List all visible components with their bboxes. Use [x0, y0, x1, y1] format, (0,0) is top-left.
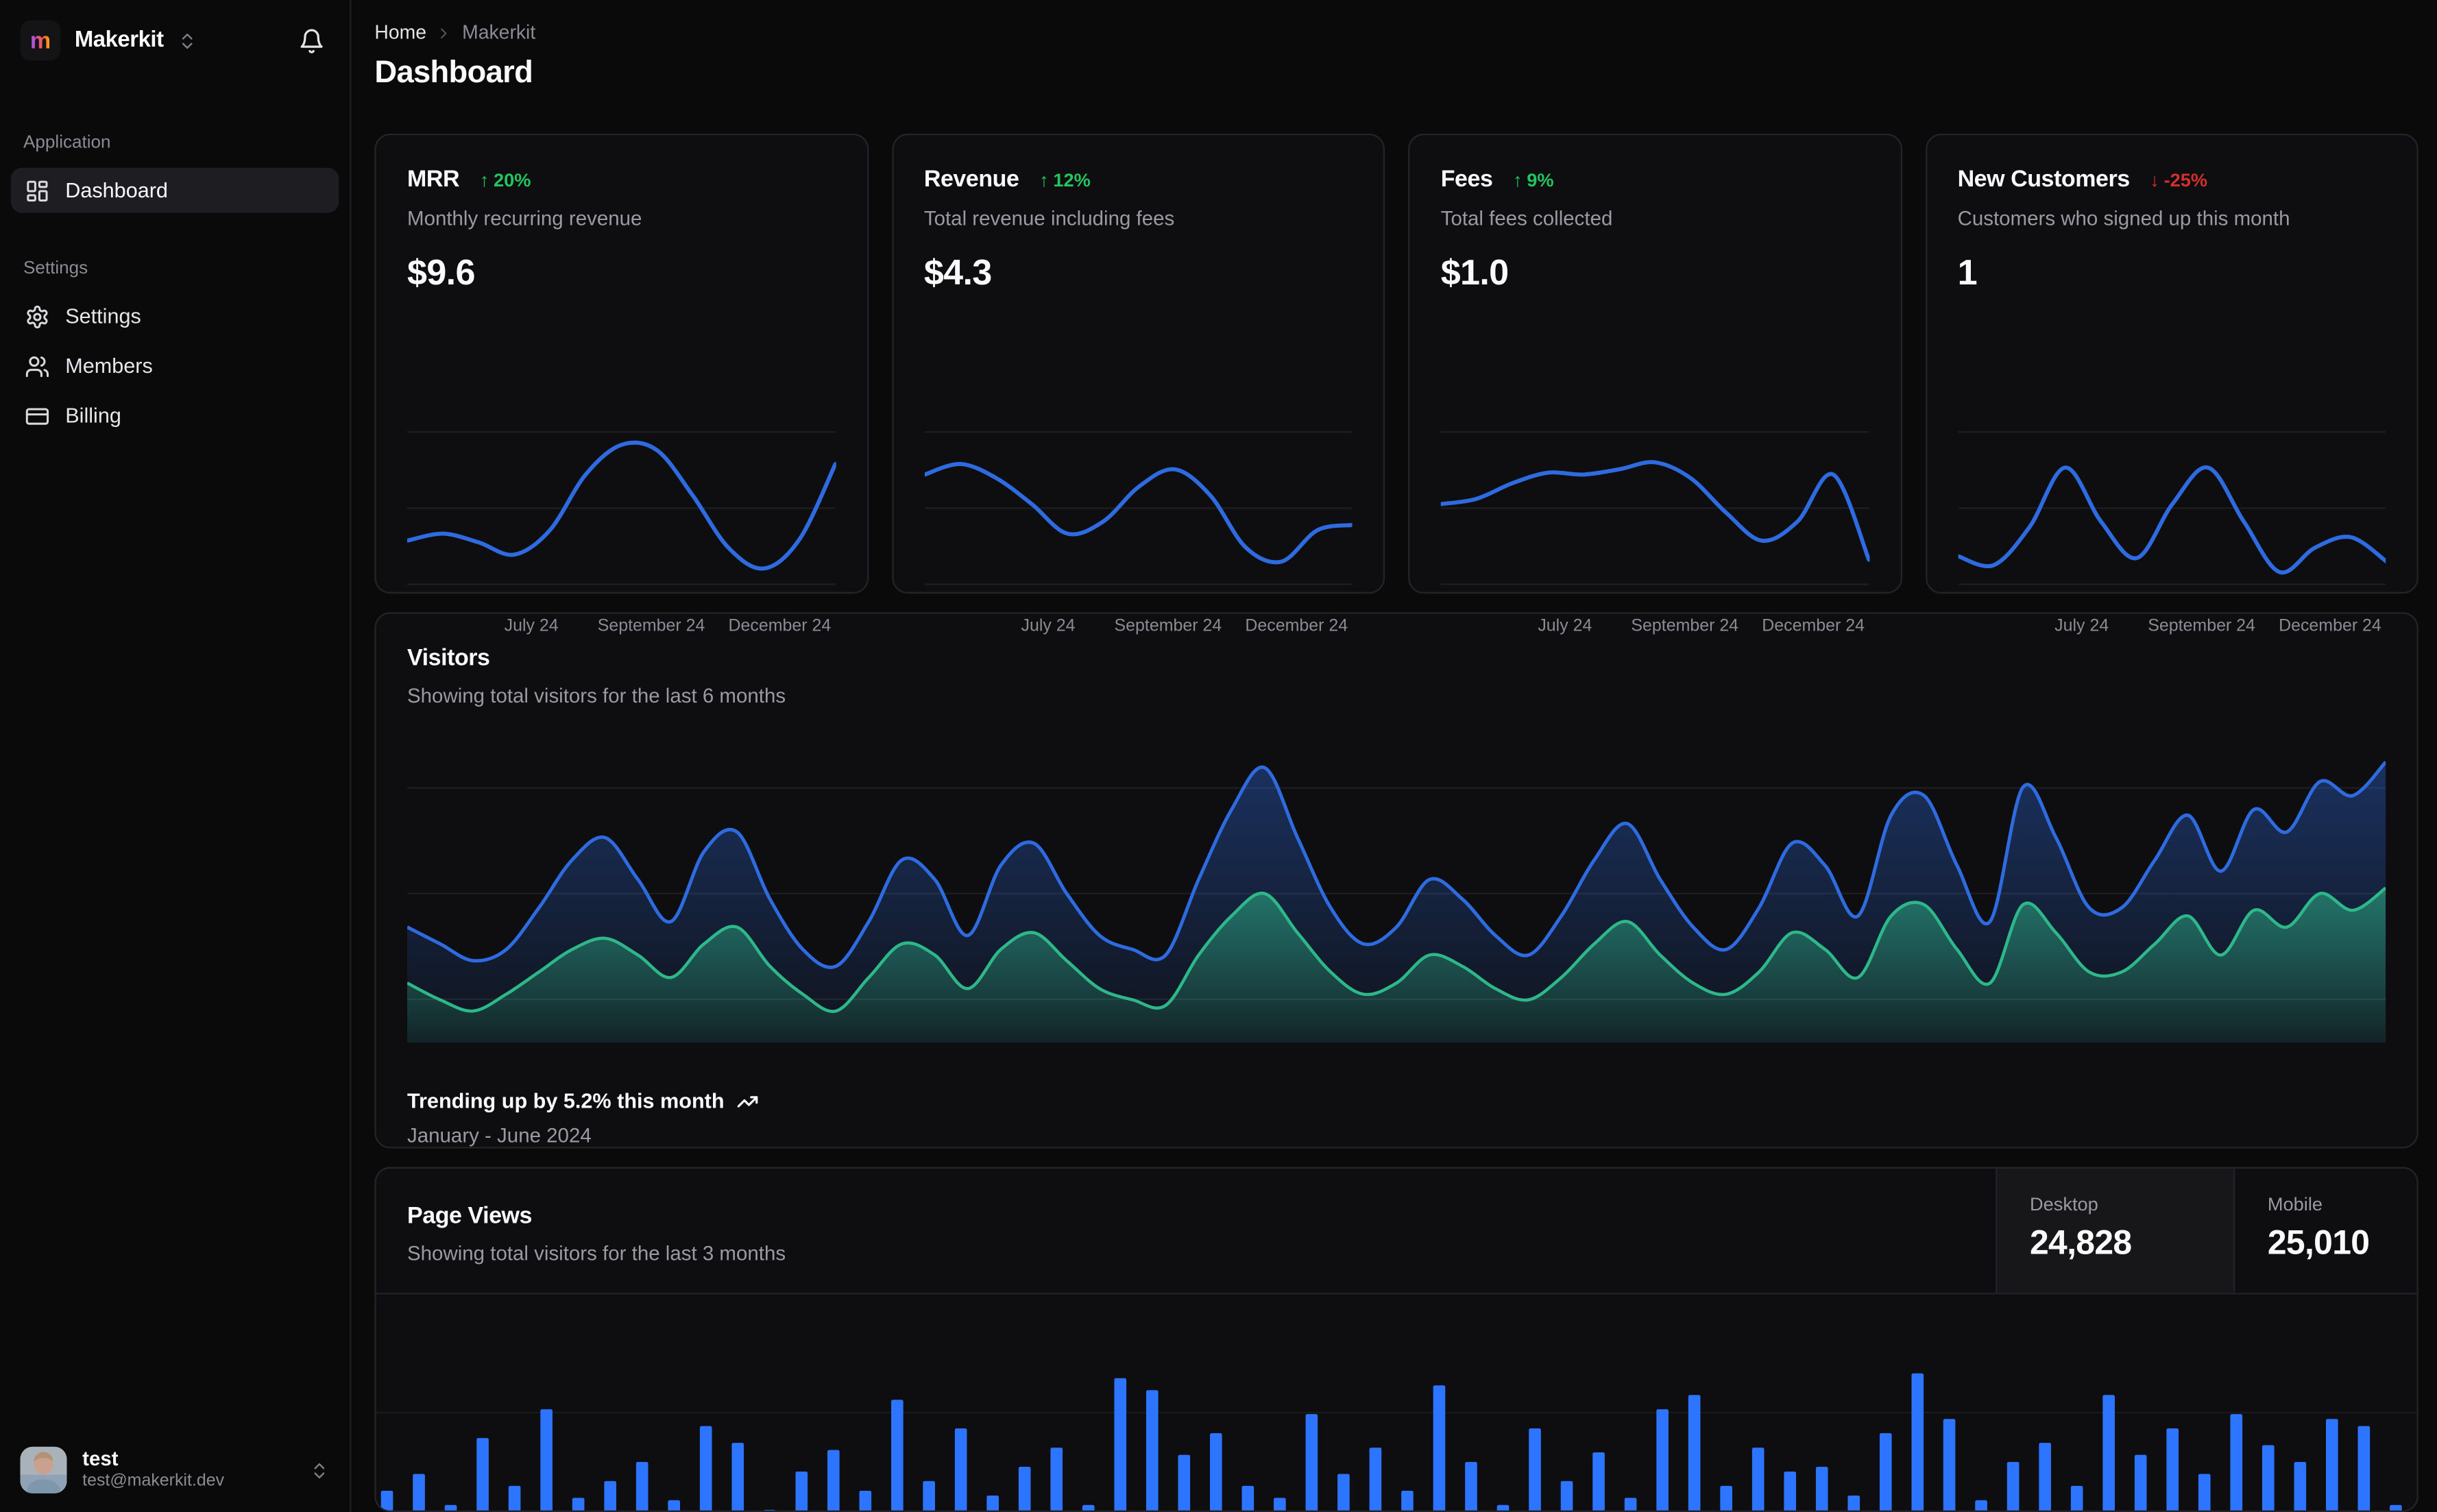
- sidebar-item-label: Settings: [65, 304, 141, 328]
- stat-title: Fees: [1440, 167, 1493, 194]
- stat-title: Revenue: [923, 167, 1019, 194]
- x-tick: July 24: [504, 617, 559, 637]
- sidebar-item-dashboard[interactable]: Dashboard: [10, 167, 339, 213]
- visitors-area-chart: [407, 745, 2386, 1044]
- chevrons-up-down-icon: [309, 1460, 329, 1480]
- page-views-card: Page Views Showing total visitors for th…: [374, 1167, 2418, 1512]
- trending-up-icon: [737, 1090, 759, 1112]
- trend-badge: ↓ -25%: [2150, 169, 2208, 191]
- user-meta: test test@makerkit.dev: [82, 1447, 224, 1493]
- tab-value: 24,828: [2029, 1223, 2132, 1263]
- trend-badge: ↑ 12%: [1039, 169, 1091, 191]
- sidebar-nav: Application Dashboard Settings Settings: [0, 81, 350, 438]
- visitors-date-range: January - June 2024: [407, 1124, 592, 1148]
- dashboard-icon: [25, 178, 49, 203]
- stat-value: 1: [1957, 252, 1978, 293]
- trend-badge: ↑ 20%: [479, 169, 531, 191]
- sidebar: m Makerkit Application Dashboard: [0, 0, 352, 1512]
- chevrons-up-down-icon: [178, 30, 197, 50]
- x-tick: September 24: [2148, 617, 2255, 637]
- x-tick: September 24: [1631, 617, 1739, 637]
- x-tick: December 24: [728, 617, 832, 637]
- chevron-right-icon: [436, 24, 453, 41]
- breadcrumb-home-link[interactable]: Home: [374, 21, 426, 44]
- sidebar-item-members[interactable]: Members: [11, 343, 339, 389]
- tab-label: Mobile: [2267, 1194, 2323, 1216]
- x-tick: September 24: [1114, 617, 1222, 637]
- stat-cards-row: MRR ↑ 20% Monthly recurring revenue $9.6 …: [374, 134, 2418, 636]
- x-tick: July 24: [1021, 617, 1076, 637]
- tab-label: Desktop: [2029, 1194, 2098, 1216]
- avatar: [20, 1446, 67, 1493]
- stat-value: $1.0: [1440, 252, 1509, 293]
- new-customers-sparkline-chart: [1957, 420, 2386, 607]
- notifications-bell-icon[interactable]: [298, 27, 325, 54]
- x-tick: December 24: [1762, 617, 1865, 637]
- trend-badge: ↑ 9%: [1512, 169, 1554, 191]
- breadcrumb-current: Makerkit: [462, 21, 536, 44]
- page-title: Dashboard: [374, 56, 533, 90]
- stat-title: MRR: [407, 167, 460, 194]
- user-menu[interactable]: test test@makerkit.dev: [0, 1428, 350, 1512]
- nav-section-label: Settings: [23, 259, 88, 278]
- visitors-trend-line: Trending up by 5.2% this month: [407, 1090, 2386, 1113]
- sparkline-x-axis: July 24 September 24 December 24: [407, 618, 836, 639]
- stat-card-fees: Fees ↑ 9% Total fees collected $1.0 July …: [1408, 134, 1902, 636]
- sidebar-item-label: Members: [65, 354, 153, 378]
- nav-section-label: Application: [23, 133, 111, 153]
- sparkline-x-axis: July 24 September 24 December 24: [1958, 618, 2386, 639]
- workspace-selector[interactable]: m Makerkit: [0, 0, 350, 81]
- stat-subtitle: Total revenue including fees: [923, 207, 1175, 231]
- credit-card-icon: [25, 403, 49, 428]
- page-views-header: Page Views Showing total visitors for th…: [376, 1169, 2417, 1295]
- page-views-subtitle: Showing total visitors for the last 3 mo…: [407, 1242, 786, 1266]
- main-content: Home Makerkit Dashboard MRR ↑ 20% Monthly…: [351, 0, 2437, 1512]
- sparkline-x-axis: July 24 September 24 December 24: [1441, 618, 1869, 639]
- stat-subtitle: Monthly recurring revenue: [407, 207, 642, 231]
- tab-value: 25,010: [2267, 1223, 2370, 1263]
- visitors-card: Visitors Showing total visitors for the …: [374, 613, 2418, 1149]
- stat-card-mrr: MRR ↑ 20% Monthly recurring revenue $9.6 …: [374, 134, 869, 636]
- sidebar-item-settings[interactable]: Settings: [11, 294, 339, 339]
- settings-gear-icon: [25, 304, 49, 328]
- stat-value: $4.3: [923, 252, 992, 293]
- sidebar-item-label: Dashboard: [65, 178, 168, 202]
- sidebar-item-billing[interactable]: Billing: [11, 393, 339, 439]
- page-views-title: Page Views: [407, 1203, 533, 1230]
- stat-subtitle: Customers who signed up this month: [1957, 207, 2290, 231]
- sparkline-x-axis: July 24 September 24 December 24: [924, 618, 1353, 639]
- sidebar-item-label: Billing: [65, 404, 121, 428]
- stat-value: $9.6: [407, 252, 475, 293]
- user-email: test@makerkit.dev: [82, 1472, 225, 1491]
- stat-card-revenue: Revenue ↑ 12% Total revenue including fee…: [891, 134, 1385, 636]
- x-tick: July 24: [1538, 617, 1592, 637]
- visitors-trend-text: Trending up by 5.2% this month: [407, 1090, 725, 1114]
- visitors-subtitle: Showing total visitors for the last 6 mo…: [407, 684, 786, 708]
- revenue-sparkline-chart: [923, 420, 1353, 607]
- mrr-sparkline-chart: [407, 420, 836, 607]
- visitors-title: Visitors: [407, 645, 490, 672]
- makerkit-logo-icon: m: [20, 20, 61, 61]
- users-icon: [25, 354, 49, 378]
- page-views-tabs: Desktop 24,828 Mobile 25,010: [1996, 1169, 2417, 1294]
- x-tick: December 24: [2279, 617, 2381, 637]
- stat-title: New Customers: [1957, 167, 2131, 194]
- x-tick: July 24: [2054, 617, 2109, 637]
- tab-mobile[interactable]: Mobile 25,010: [2233, 1169, 2417, 1294]
- user-name: test: [82, 1446, 119, 1470]
- tab-desktop[interactable]: Desktop 24,828: [1996, 1169, 2233, 1294]
- svg-text:m: m: [30, 27, 51, 53]
- workspace-name: Makerkit: [74, 27, 164, 53]
- page-views-bar-chart: [376, 1295, 2417, 1511]
- x-tick: September 24: [597, 617, 705, 637]
- breadcrumb: Home Makerkit: [374, 22, 2418, 44]
- stat-card-new-customers: New Customers ↓ -25% Customers who signed…: [1924, 134, 2418, 636]
- fees-sparkline-chart: [1440, 420, 1869, 607]
- stat-subtitle: Total fees collected: [1440, 207, 1613, 231]
- x-tick: December 24: [1245, 617, 1348, 637]
